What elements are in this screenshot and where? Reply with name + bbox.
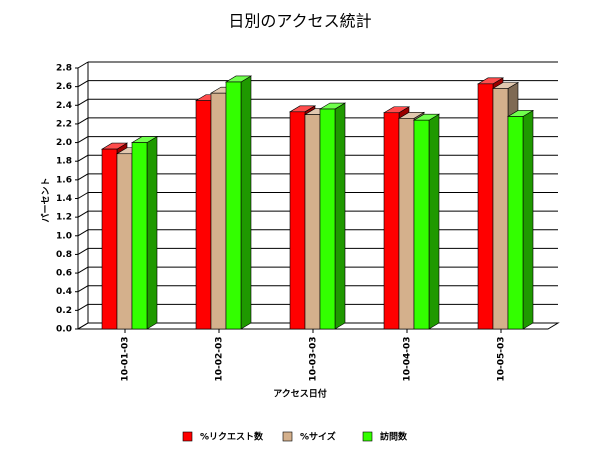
y-tick-label: 0.8 bbox=[56, 250, 72, 260]
y-tick-label: 1.0 bbox=[56, 231, 72, 241]
grid-line bbox=[77, 192, 89, 199]
bar-front bbox=[225, 81, 242, 330]
grid-line bbox=[77, 285, 89, 293]
grid-line bbox=[77, 80, 89, 88]
y-tick-label: 1.4 bbox=[56, 194, 72, 204]
grid-line bbox=[77, 136, 89, 144]
bar-front bbox=[398, 118, 415, 330]
y-axis-label: パーセント bbox=[40, 177, 52, 222]
x-axis-label: アクセス日付 bbox=[273, 388, 327, 400]
y-tick-label: 0.4 bbox=[56, 287, 72, 297]
grid-line bbox=[77, 210, 89, 218]
x-tick-label: 10-03-03 bbox=[309, 336, 319, 381]
bar-front bbox=[116, 153, 133, 330]
x-tick-label: 10-02-03 bbox=[215, 336, 225, 381]
grid-line bbox=[77, 266, 89, 274]
bar-side bbox=[240, 75, 252, 330]
bar-front bbox=[131, 142, 148, 330]
bar-front bbox=[210, 92, 227, 330]
bar-front bbox=[195, 100, 212, 330]
legend-swatch bbox=[182, 431, 193, 442]
bar-front bbox=[319, 108, 336, 330]
x-tick-label: 10-05-03 bbox=[497, 336, 507, 381]
y-tick-label: 0.2 bbox=[56, 306, 72, 316]
y-tick-label: 0.6 bbox=[56, 269, 72, 279]
chart-title: 日別のアクセス統計 bbox=[228, 12, 371, 31]
x-tick-label: 10-04-03 bbox=[403, 336, 413, 381]
bar-front bbox=[289, 111, 306, 330]
y-tick-label: 1.6 bbox=[56, 175, 72, 185]
bar bbox=[506, 109, 535, 330]
y-tick-label: 0.0 bbox=[56, 325, 72, 335]
legend-label: 訪問数 bbox=[380, 431, 408, 443]
bar-side bbox=[428, 113, 440, 330]
y-tick-label: 2.4 bbox=[56, 101, 72, 111]
bar-front bbox=[101, 148, 118, 330]
grid-line bbox=[77, 98, 89, 106]
grid-line bbox=[77, 303, 89, 311]
bar-side bbox=[146, 136, 158, 330]
grid-line bbox=[77, 61, 89, 69]
bar bbox=[318, 102, 347, 330]
bar bbox=[412, 113, 441, 330]
bar-side bbox=[334, 102, 346, 330]
grid-line bbox=[77, 154, 89, 162]
bar-side bbox=[522, 109, 534, 330]
bar-front bbox=[413, 119, 430, 330]
bar-front bbox=[477, 83, 494, 330]
bar bbox=[224, 75, 253, 330]
bar-front bbox=[492, 88, 509, 330]
x-tick-label: 10-01-03 bbox=[121, 336, 131, 381]
y-tick-label: 2.2 bbox=[56, 119, 72, 129]
grid-line bbox=[77, 247, 89, 255]
y-tick-label: 2.0 bbox=[56, 138, 72, 148]
y-tick-label: 2.8 bbox=[56, 64, 72, 74]
y-tick-label: 1.8 bbox=[56, 157, 72, 167]
bar-front bbox=[383, 112, 400, 330]
legend-swatch bbox=[282, 431, 293, 442]
legend-label: %サイズ bbox=[300, 431, 336, 443]
bar-front bbox=[304, 114, 321, 330]
bar-front bbox=[507, 116, 524, 330]
grid-line bbox=[77, 322, 89, 330]
y-tick-label: 1.2 bbox=[56, 213, 72, 223]
grid-line bbox=[77, 117, 89, 125]
legend-swatch bbox=[362, 431, 373, 442]
grid-line bbox=[77, 173, 89, 181]
y-tick-label: 2.6 bbox=[56, 82, 72, 92]
bar bbox=[130, 136, 159, 330]
legend-label: %リクエスト数 bbox=[200, 431, 264, 443]
grid-line bbox=[77, 229, 89, 237]
